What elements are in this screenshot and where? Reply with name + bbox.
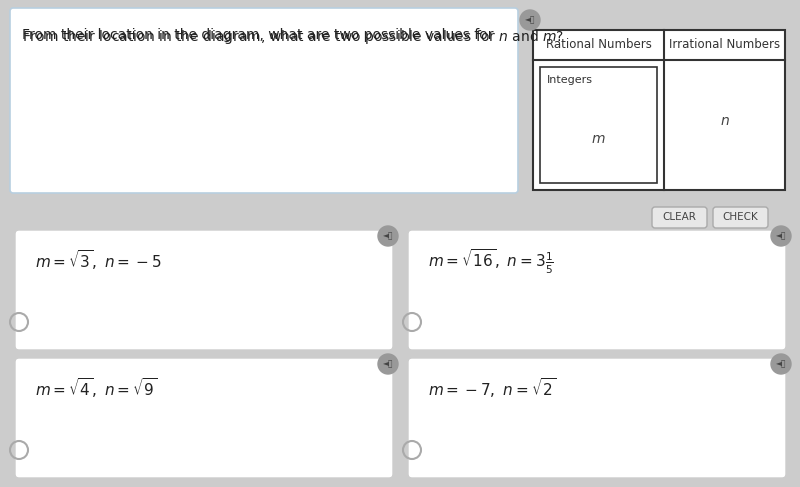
Text: ◄⦧: ◄⦧ bbox=[776, 231, 786, 241]
Circle shape bbox=[378, 226, 398, 246]
Circle shape bbox=[520, 10, 540, 30]
Text: $m$: $m$ bbox=[591, 132, 606, 146]
FancyBboxPatch shape bbox=[713, 207, 768, 228]
FancyBboxPatch shape bbox=[10, 8, 518, 193]
Text: Rational Numbers: Rational Numbers bbox=[546, 38, 651, 52]
Text: From their location in the diagram, what are two possible values for $n$ and $m$: From their location in the diagram, what… bbox=[22, 28, 564, 46]
Bar bbox=[540, 67, 657, 183]
FancyBboxPatch shape bbox=[408, 358, 786, 478]
Text: $m = \sqrt{4},\ n = \sqrt{9}$: $m = \sqrt{4},\ n = \sqrt{9}$ bbox=[35, 376, 158, 400]
Text: $m = \sqrt{3},\ n = -5$: $m = \sqrt{3},\ n = -5$ bbox=[35, 248, 162, 272]
Text: From their location in the diagram, what are two possible values for: From their location in the diagram, what… bbox=[22, 28, 498, 42]
FancyBboxPatch shape bbox=[408, 230, 786, 350]
Text: ◄⦧: ◄⦧ bbox=[382, 359, 394, 369]
Circle shape bbox=[771, 354, 791, 374]
Text: CLEAR: CLEAR bbox=[662, 212, 697, 223]
Text: $m = \sqrt{16},\ n = 3\frac{1}{5}$: $m = \sqrt{16},\ n = 3\frac{1}{5}$ bbox=[428, 248, 554, 276]
Text: Irrational Numbers: Irrational Numbers bbox=[669, 38, 780, 52]
FancyBboxPatch shape bbox=[652, 207, 707, 228]
Text: ◄⦧: ◄⦧ bbox=[525, 16, 535, 24]
FancyBboxPatch shape bbox=[15, 358, 393, 478]
Circle shape bbox=[378, 354, 398, 374]
Text: CHECK: CHECK bbox=[722, 212, 758, 223]
Text: Integers: Integers bbox=[547, 75, 593, 85]
Text: ◄⦧: ◄⦧ bbox=[382, 231, 394, 241]
Text: $m = -7,\ n = \sqrt{2}$: $m = -7,\ n = \sqrt{2}$ bbox=[428, 376, 556, 400]
Bar bbox=[533, 30, 785, 190]
FancyBboxPatch shape bbox=[15, 230, 393, 350]
Text: $n$: $n$ bbox=[719, 114, 730, 128]
Text: ◄⦧: ◄⦧ bbox=[776, 359, 786, 369]
Circle shape bbox=[771, 226, 791, 246]
